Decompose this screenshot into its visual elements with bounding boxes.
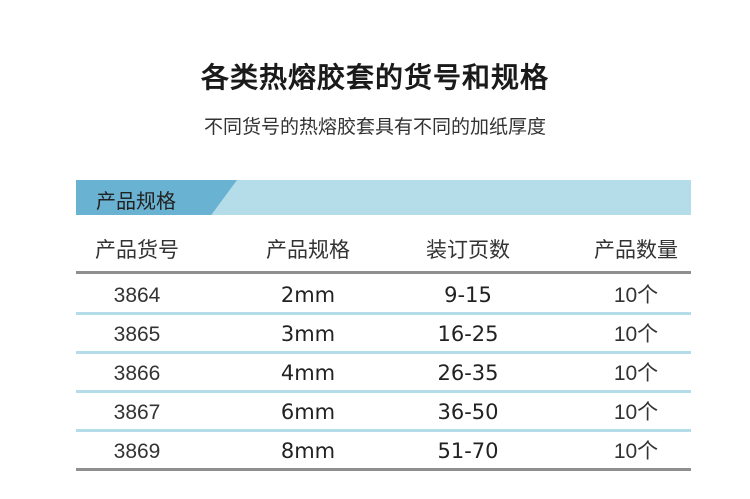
cell-spec: 6mm xyxy=(280,400,336,424)
cell-item-number: 3865 xyxy=(113,323,161,346)
cell-pages: 36-50 xyxy=(437,400,499,424)
section-band-accent xyxy=(76,180,237,215)
cell-quantity: 10个 xyxy=(613,362,659,385)
page-title: 各类热熔胶套的货号和规格 xyxy=(200,61,549,94)
table-row: 3864 2mm 9-15 10个 xyxy=(76,276,691,315)
table-bottom-rule xyxy=(76,468,691,471)
header-cell: 装订页数 xyxy=(426,238,510,262)
table-header: 产品货号 产品规格 装订页数 产品数量 xyxy=(76,231,691,270)
table-row: 3866 4mm 26-35 10个 xyxy=(76,354,691,393)
table-row: 3869 8mm 51-70 10个 xyxy=(76,432,691,471)
cell-quantity: 10个 xyxy=(613,401,659,424)
cell-pages: 26-35 xyxy=(437,361,499,385)
cell-quantity: 10个 xyxy=(613,284,659,307)
header-divider xyxy=(76,271,691,274)
cell-item-number: 3869 xyxy=(113,440,161,463)
cell-spec: 2mm xyxy=(280,283,336,307)
page-subtitle: 不同货号的热熔胶套具有不同的加纸厚度 xyxy=(203,116,546,138)
header-cell: 产品规格 xyxy=(266,238,350,262)
row-divider xyxy=(76,429,691,432)
cell-quantity: 10个 xyxy=(613,440,659,463)
row-divider xyxy=(76,312,691,315)
section-label: 产品规格 xyxy=(96,189,176,213)
row-divider xyxy=(76,390,691,393)
cell-item-number: 3867 xyxy=(113,401,161,424)
cell-pages: 16-25 xyxy=(437,322,499,346)
cell-spec: 8mm xyxy=(280,439,336,463)
header-cell: 产品货号 xyxy=(95,238,179,262)
cell-quantity: 10个 xyxy=(613,323,659,346)
table-row: 3865 3mm 16-25 10个 xyxy=(76,315,691,354)
cell-spec: 4mm xyxy=(280,361,336,385)
row-divider xyxy=(76,351,691,354)
cell-item-number: 3864 xyxy=(113,284,161,307)
table-row: 3867 6mm 36-50 10个 xyxy=(76,393,691,432)
header-cell: 产品数量 xyxy=(594,238,678,262)
cell-item-number: 3866 xyxy=(113,362,161,385)
cell-pages: 9-15 xyxy=(444,283,492,307)
cell-pages: 51-70 xyxy=(437,439,499,463)
cell-spec: 3mm xyxy=(280,322,336,346)
